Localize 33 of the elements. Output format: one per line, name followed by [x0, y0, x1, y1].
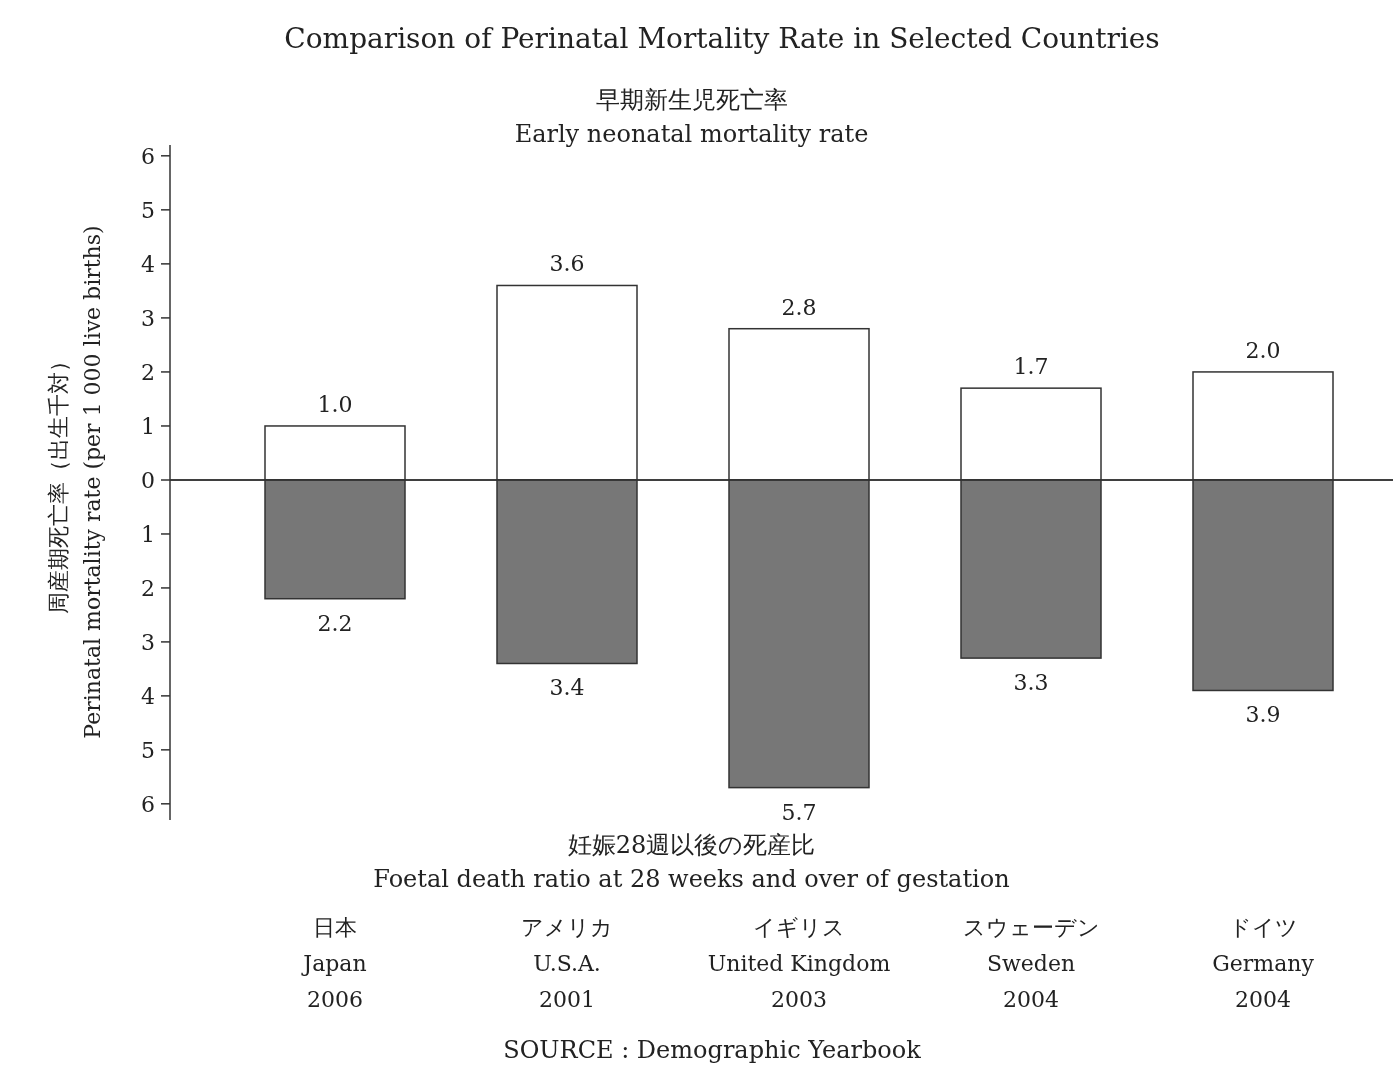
chart-title: Comparison of Perinatal Mortality Rate in Selected Countries: [284, 22, 1160, 55]
data-label: 3.9: [1245, 702, 1281, 728]
text: 早期新生児死亡率 Early neonatal mortality rate: [514, 86, 869, 148]
y-tick-label: 2: [141, 575, 155, 601]
data-label: 5.7: [781, 799, 817, 825]
y-tick-label: 1: [141, 413, 155, 439]
x-tick-label: アメリカ U.S.A. 2001: [521, 915, 613, 1012]
y-tick-label: 5: [141, 197, 155, 223]
y-axis-title: 周産期死亡率（出生千対） Perinatal mortality rate (per 1 000 live births): [46, 225, 105, 739]
x-tick-label: 日本 Japan 2006: [301, 915, 367, 1012]
y-tick-label: 0: [141, 468, 155, 493]
data-label: 3.6: [549, 251, 585, 277]
source-note: SOURCE : Demographic Yearbook: [503, 1036, 922, 1064]
data-label: 1.0: [317, 391, 353, 417]
x-tick-label: ドイツ Germany 2004: [1212, 915, 1315, 1012]
y-tick-label: 2: [141, 359, 155, 385]
data-label: 3.4: [549, 675, 585, 701]
x-tick-label: スウェーデン Sweden 2004: [962, 915, 1100, 1012]
y-tick-label: 6: [141, 143, 155, 169]
data-label: 2.0: [1245, 337, 1281, 363]
data-label: 3.3: [1013, 670, 1049, 696]
y-tick-label: 3: [141, 305, 155, 331]
y-tick-label: 4: [141, 251, 155, 277]
text: 妊娠28週以後の死産比 Foetal death ratio at 28 weeks and over of gestation: [373, 831, 1010, 893]
y-tick-label: 3: [141, 629, 155, 655]
y-tick-label: 6: [141, 791, 155, 817]
y-tick-label: 1: [141, 521, 155, 547]
y-tick-label: 4: [141, 683, 155, 709]
x-tick-label: イギリス United Kingdom 2003: [707, 915, 891, 1012]
data-label: 1.7: [1013, 354, 1049, 380]
data-label: 2.8: [781, 294, 817, 320]
data-label: 2.2: [317, 610, 353, 636]
y-tick-label: 5: [141, 737, 155, 763]
